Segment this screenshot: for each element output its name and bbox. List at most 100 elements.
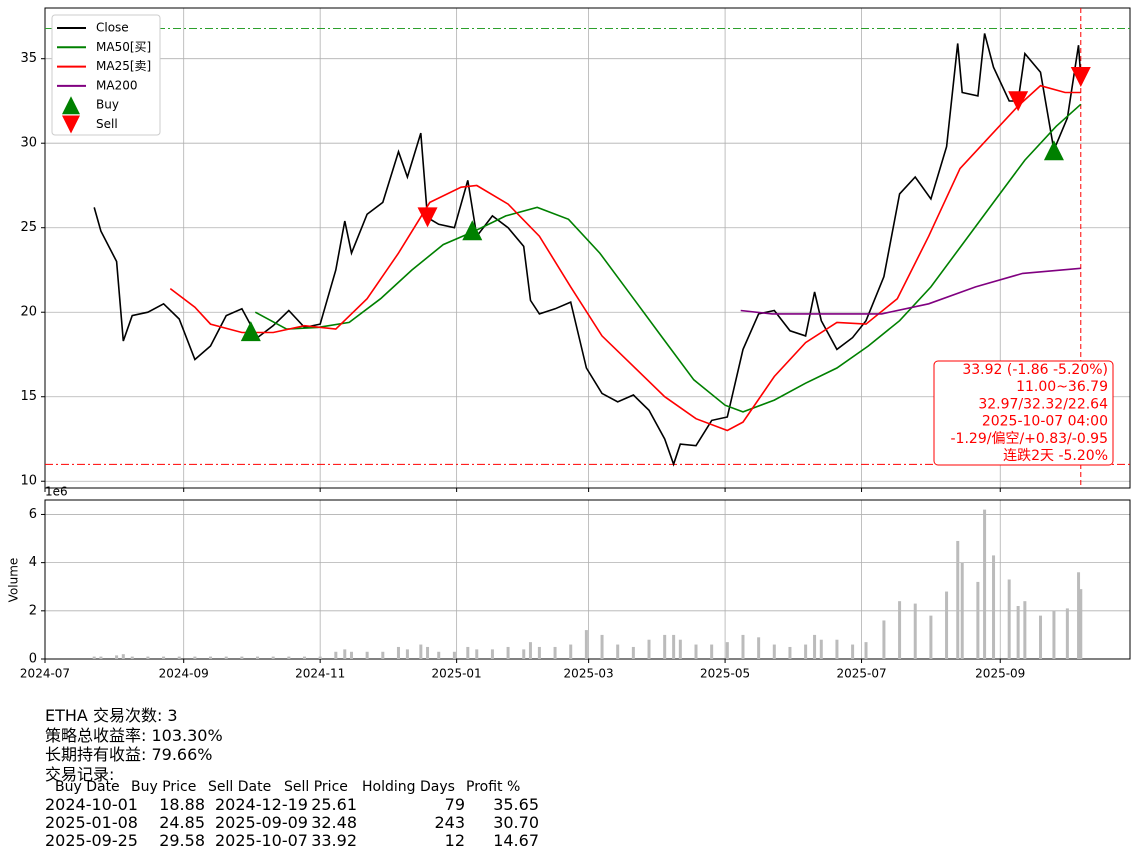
volume-bar <box>287 656 291 659</box>
volume-bar <box>121 654 125 659</box>
annotation-text: 33.92 (-1.86 -5.20%) <box>962 362 1108 378</box>
y-tick-label: 25 <box>20 220 37 235</box>
volume-bar <box>710 644 714 659</box>
table-header: Holding Days <box>362 779 455 795</box>
volume-bar <box>381 651 385 659</box>
sell-marker <box>1008 91 1029 112</box>
legend-label: Sell <box>96 117 118 131</box>
volume-bar <box>725 642 729 659</box>
legend-label: MA200 <box>96 78 137 92</box>
table-cell: 2024-10-01 <box>45 795 138 814</box>
annotation-text: 11.00~36.79 <box>1016 379 1108 395</box>
table-header: Buy Date <box>55 779 120 795</box>
volume-bar <box>553 646 557 659</box>
y-tick-label: 30 <box>20 136 37 151</box>
table-cell: 14.67 <box>493 831 539 850</box>
volume-bar <box>224 656 228 659</box>
table-cell: 35.65 <box>493 795 539 814</box>
volume-bar <box>851 644 855 659</box>
y-tick-label: 0 <box>29 652 37 667</box>
x-tick-label: 2025-03 <box>564 667 614 681</box>
volume-bar <box>475 649 479 659</box>
volume-bar <box>349 651 353 659</box>
volume-bar <box>318 656 322 659</box>
volume-bar <box>1079 589 1083 659</box>
volume-bar <box>694 644 698 659</box>
volume-bar <box>672 634 676 659</box>
table-cell: 25.61 <box>311 795 357 814</box>
x-tick-label: 2025-01 <box>432 667 482 681</box>
y-tick-label: 15 <box>20 389 37 404</box>
annotation-text: -1.29/偏空/+0.83/-0.95 <box>951 431 1109 447</box>
volume-bar <box>426 646 430 659</box>
table-cell: 243 <box>434 813 465 832</box>
volume-bar <box>522 649 526 659</box>
volume-bar <box>405 649 409 659</box>
x-tick-label: 2025-07 <box>836 667 886 681</box>
volume-bar <box>271 656 275 659</box>
buy-marker <box>462 220 483 241</box>
volume-bar <box>663 634 667 659</box>
volume-bar <box>490 649 494 659</box>
volume-bar <box>537 646 541 659</box>
price-line <box>254 103 1082 413</box>
volume-bar <box>678 639 682 659</box>
table-cell: 32.48 <box>311 813 357 832</box>
volume-bar <box>956 540 960 659</box>
table-header: Profit % <box>466 779 521 795</box>
volume-bar <box>1039 615 1043 659</box>
volume-bar <box>898 601 902 659</box>
volume-bar <box>334 651 338 659</box>
volume-bar <box>396 646 400 659</box>
volume-bar <box>1016 606 1020 659</box>
table-cell: 24.85 <box>159 813 205 832</box>
price-line <box>93 33 1082 467</box>
y-tick-label: 20 <box>20 305 37 320</box>
x-tick-label: 2025-09 <box>975 667 1025 681</box>
volume-bar <box>882 620 886 659</box>
table-cell: 29.58 <box>159 831 205 850</box>
legend-swatch <box>62 96 80 115</box>
x-tick-label: 2024-09 <box>159 667 209 681</box>
price-line <box>169 84 1081 432</box>
volume-bar <box>146 656 150 659</box>
volume-bar <box>1052 610 1056 659</box>
volume-bar <box>1077 572 1081 659</box>
table-cell: 2025-09-09 <box>215 813 308 832</box>
volume-bar <box>343 649 347 659</box>
volume-bar <box>162 656 166 659</box>
table-cell: 12 <box>444 831 465 850</box>
table-header: Buy Price <box>131 779 197 795</box>
volume-bar <box>528 642 532 659</box>
volume-bar <box>303 656 307 659</box>
x-tick-label: 2025-05 <box>700 667 750 681</box>
volume-bar <box>130 656 134 659</box>
volume-bar <box>983 509 987 659</box>
table-cell: 2024-12-19 <box>215 795 308 814</box>
annotation-box <box>933 360 1114 466</box>
table-cell: 2025-01-08 <box>45 813 138 832</box>
volume-bar <box>788 646 792 659</box>
table-cell: 2025-10-07 <box>215 831 308 850</box>
y-tick-label: 6 <box>29 507 37 522</box>
annotation: 33.92 (-1.86 -5.20%)11.00~36.7932.97/32.… <box>933 360 1114 466</box>
table-cell: 79 <box>444 795 465 814</box>
y-tick-label: 10 <box>20 474 37 489</box>
y-tick-label: 2 <box>29 603 37 618</box>
sell-marker <box>417 207 438 228</box>
volume-bar <box>452 651 456 659</box>
annotation-text: 2025-10-07 04:00 <box>982 414 1108 430</box>
buy-marker <box>1043 140 1064 161</box>
volume-bar <box>945 591 949 659</box>
volume-bar <box>757 637 761 659</box>
table-header: Sell Date <box>208 779 272 795</box>
legend-swatch <box>62 115 80 134</box>
volume-bar <box>209 656 213 659</box>
volume-bar <box>1023 601 1027 659</box>
volume-bar <box>256 656 260 659</box>
volume-bar <box>813 634 817 659</box>
volume-bar <box>99 656 103 659</box>
legend: Close MA50[买] MA25[卖] MA200 Buy Sell <box>51 14 161 136</box>
volume-bar <box>929 615 933 659</box>
